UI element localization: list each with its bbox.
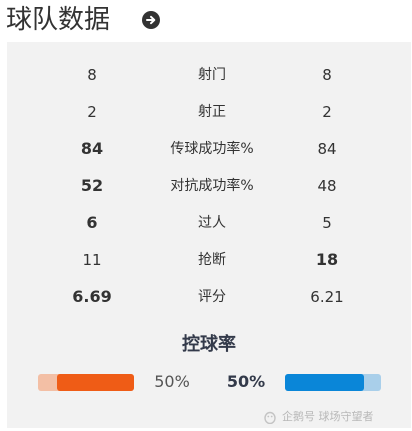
section-title: 球队数据 — [6, 5, 111, 35]
home-possession-bar — [38, 374, 134, 391]
stat-away-value: 18 — [315, 250, 339, 269]
away-possession-bar — [285, 374, 381, 391]
stat-home-value: 6 — [86, 213, 98, 232]
stat-home-value: 6.69 — [72, 287, 112, 306]
stat-away-value: 2 — [322, 103, 332, 121]
stat-row: 6.69 评分 6.21 — [7, 283, 411, 311]
stat-away-value: 8 — [322, 66, 332, 84]
stat-row: 84 传球成功率% 84 — [7, 135, 411, 163]
stat-home-value: 8 — [87, 66, 97, 84]
stat-row: 2 射正 2 — [7, 98, 411, 126]
stat-away-value: 6.21 — [310, 288, 344, 306]
penguin-logo-icon — [262, 410, 278, 425]
home-possession-value: 50% — [154, 372, 190, 391]
stat-home-value: 84 — [80, 139, 104, 158]
stat-row: 6 过人 5 — [7, 209, 411, 237]
possession-title: 控球率 — [182, 334, 236, 355]
away-possession-fill — [285, 374, 364, 391]
stat-home-value: 11 — [82, 251, 102, 269]
stat-row: 52 对抗成功率% 48 — [7, 172, 411, 200]
section-header: 球队数据 — [0, 0, 412, 40]
stat-row: 11 抢断 18 — [7, 246, 411, 274]
stat-label: 射正 — [198, 104, 226, 120]
away-possession-value: 50% — [226, 372, 266, 391]
watermark-text: 企鹅号 球场守望者 — [282, 410, 374, 423]
stat-row: 8 射门 8 — [7, 61, 411, 89]
stat-label: 对抗成功率% — [170, 178, 254, 194]
stat-away-value: 5 — [322, 214, 332, 232]
stat-home-value: 52 — [80, 176, 104, 195]
stat-label: 抢断 — [198, 252, 226, 268]
team-stats-panel: 8 射门 8 2 射正 2 84 传球成功率% 84 52 对抗成功率% 48 6 过人 5 11 抢断 18 6.… — [7, 42, 411, 428]
stat-label: 评分 — [198, 289, 226, 305]
stat-label: 射门 — [198, 67, 226, 83]
home-possession-fill — [57, 374, 134, 391]
stat-home-value: 2 — [87, 103, 97, 121]
stat-away-value: 48 — [317, 177, 337, 195]
stat-label: 传球成功率% — [170, 141, 254, 157]
watermark: 企鹅号 球场守望者 — [262, 407, 374, 427]
stat-label: 过人 — [198, 215, 226, 231]
arrow-right-circle-icon[interactable] — [142, 11, 160, 29]
stat-away-value: 84 — [317, 140, 337, 158]
